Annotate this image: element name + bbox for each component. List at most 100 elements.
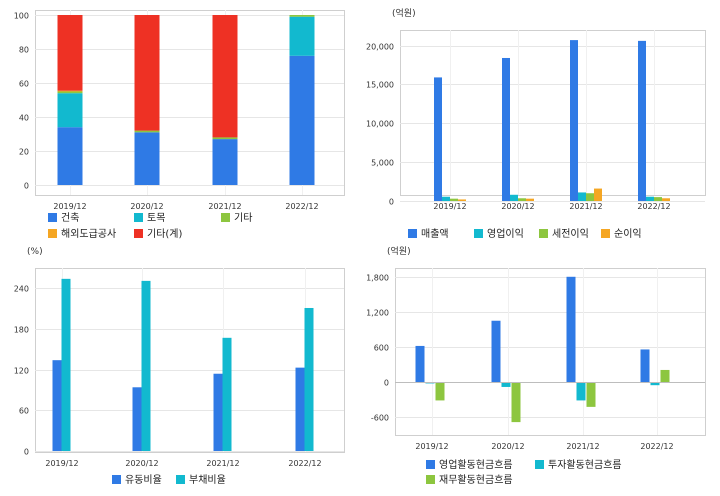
y-tick-label: 10,000 [366,120,394,129]
legend-swatch [112,475,121,484]
legend-swatch [48,229,57,238]
x-tick-label: 2020/12 [130,202,163,211]
bar-투자활동현금흐름-2022/12 [650,382,660,386]
legend-swatch [134,229,143,238]
bar-매출액-2019/12 [434,77,442,201]
y-tick-label: 5,000 [371,159,394,168]
legend-label: 기타 [234,212,252,224]
chart-ratios: (%) 0 60 120 180 240 2019/12 2020/12 2021/12 2022… [14,247,345,486]
bar-재무활동현금흐름-2021/12 [586,382,596,407]
bar-영업이익-2020/12 [510,194,518,201]
bar-기타-2020/12 [134,130,160,133]
bar-유동비율-2019/12 [52,360,62,451]
bar-세전이익-2022/12 [654,197,662,201]
legend-swatch [176,475,185,484]
legend-swatch [539,229,548,238]
bar-건축-2019/12 [57,127,83,185]
x-tick-label: 2019/12 [45,459,78,468]
bar-영업활동현금흐름-2022/12 [640,349,650,383]
bar-부채비율-2022/12 [304,307,314,451]
bar-기타-2022/12 [289,15,315,17]
legend-swatch [535,460,544,469]
bar-건축-2020/12 [134,132,160,185]
bar-부채비율-2020/12 [141,280,151,451]
y-tick-label: 80 [19,46,29,55]
legend-swatch [221,213,230,222]
y-tick-label: 60 [19,407,29,416]
bar-기타-2019/12 [57,91,83,94]
chart-cashflow: (억원) -600 0 600 1,200 1,800 2019/12 2020/12 2021… [366,245,706,486]
y-tick-label: 600 [374,344,389,353]
y-tick-label: 100 [14,12,29,21]
legend-swatch [601,229,610,238]
unit-label: (억원) [392,7,416,19]
y-tick-label: 0 [384,379,389,388]
y-tick-label: 1,800 [366,274,389,283]
bar-투자활동현금흐름-2021/12 [576,382,586,401]
bar-순이익-2019/12 [458,199,466,201]
plot-frame [400,30,706,196]
legend-label: 해외도급공사 [61,227,116,240]
bar-세전이익-2019/12 [450,198,458,201]
bar-영업이익-2019/12 [442,196,450,201]
legend-label: 순이익 [614,228,642,240]
bar-세전이익-2021/12 [586,193,594,201]
bar-재무활동현금흐름-2020/12 [511,382,521,423]
chart-income: (억원) 0 5,000 10,000 15,000 20,000 2019/12 2020/… [366,7,706,240]
x-tick-label: 2020/12 [125,459,158,468]
y-tick-label: 20 [19,148,29,157]
bar-유동비율-2022/12 [295,367,305,451]
bar-토목-2022/12 [289,16,315,56]
unit-label: (%) [27,247,43,257]
chart-composition: 0 20 40 60 80 100 2019/12 2020/12 2021/12 2022/12… [14,10,345,240]
bar-유동비율-2020/12 [132,387,142,451]
x-tick-label: 2021/12 [206,459,239,468]
x-tick-label: 2021/12 [569,202,602,211]
plot-frame [35,268,345,453]
x-tick-label: 2020/12 [501,202,534,211]
y-tick-label: 40 [19,114,29,123]
bar-영업활동현금흐름-2020/12 [491,320,501,383]
y-tick-label: 60 [19,80,29,89]
legend-label: 투자활동현금흐름 [548,458,622,471]
bar-매출액-2022/12 [638,40,646,201]
x-tick-label: 2022/12 [288,459,321,468]
bar-부채비율-2021/12 [222,337,232,451]
x-tick-label: 2022/12 [640,442,673,451]
legend-swatch [474,229,483,238]
legend-label: 재무활동현금흐름 [439,473,513,486]
unit-label: (억원) [387,245,411,257]
legend-label: 매출액 [421,228,449,240]
bar-건축-2022/12 [289,55,315,185]
plot-frame [395,268,706,436]
y-tick-label: 120 [14,367,29,376]
legend-label: 부채비율 [189,474,226,486]
legend-label: 영업이익 [487,227,524,240]
legend-swatch [426,460,435,469]
bar-기타(계)-2021/12 [212,15,238,138]
bar-기타-2021/12 [212,137,238,140]
legend-swatch [426,475,435,484]
bar-세전이익-2020/12 [518,198,526,201]
legend-label: 건축 [61,212,79,224]
bar-순이익-2022/12 [662,198,670,201]
x-tick-label: 2022/12 [637,202,670,211]
y-tick-label: 0 [24,448,29,457]
legend-label: 기타(계) [147,228,183,240]
bar-영업활동현금흐름-2021/12 [566,276,576,383]
bar-영업이익-2022/12 [646,196,654,201]
legend-swatch [134,213,143,222]
x-tick-label: 2021/12 [208,202,241,211]
bar-투자활동현금흐름-2020/12 [501,382,511,387]
legend-label: 영업활동현금흐름 [439,458,513,471]
bar-건축-2021/12 [212,139,238,185]
bar-토목-2019/12 [57,93,83,128]
bar-재무활동현금흐름-2019/12 [435,382,445,401]
legend-swatch [48,213,57,222]
bar-영업이익-2021/12 [578,192,586,201]
bar-매출액-2020/12 [502,57,510,202]
legend-label: 세전이익 [552,228,589,240]
bar-유동비율-2021/12 [213,373,223,451]
y-tick-label: 180 [14,326,29,335]
